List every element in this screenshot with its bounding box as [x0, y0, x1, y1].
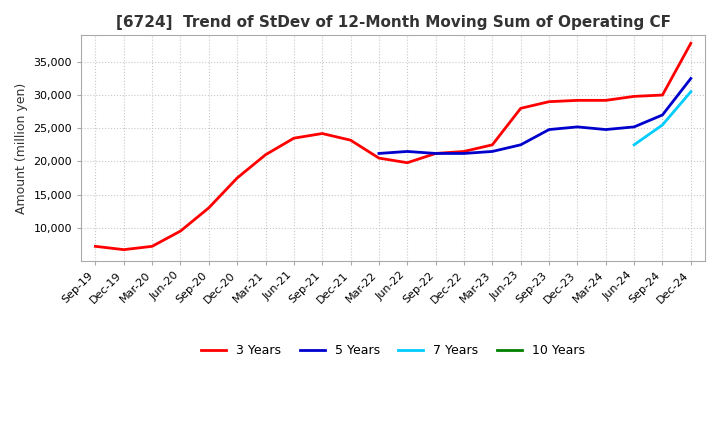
Title: [6724]  Trend of StDev of 12-Month Moving Sum of Operating CF: [6724] Trend of StDev of 12-Month Moving… [116, 15, 670, 30]
5 Years [630, 124, 639, 129]
3 Years [516, 106, 525, 111]
3 Years [233, 176, 241, 181]
7 Years [658, 122, 667, 128]
Line: 5 Years: 5 Years [379, 78, 690, 154]
3 Years [374, 155, 383, 161]
3 Years [91, 244, 99, 249]
3 Years [318, 131, 327, 136]
3 Years [488, 142, 497, 147]
5 Years [658, 112, 667, 117]
3 Years [148, 244, 156, 249]
5 Years [459, 151, 468, 156]
3 Years [120, 247, 128, 252]
3 Years [545, 99, 554, 104]
3 Years [261, 152, 270, 158]
5 Years [601, 127, 610, 132]
5 Years [488, 149, 497, 154]
5 Years [545, 127, 554, 132]
5 Years [516, 142, 525, 147]
7 Years [686, 89, 695, 94]
Line: 7 Years: 7 Years [634, 92, 690, 145]
3 Years [601, 98, 610, 103]
3 Years [630, 94, 639, 99]
7 Years [630, 142, 639, 147]
3 Years [431, 151, 440, 156]
3 Years [658, 92, 667, 98]
3 Years [686, 40, 695, 46]
Legend: 3 Years, 5 Years, 7 Years, 10 Years: 3 Years, 5 Years, 7 Years, 10 Years [196, 339, 590, 363]
3 Years [346, 138, 355, 143]
3 Years [204, 205, 213, 210]
3 Years [176, 228, 185, 234]
5 Years [573, 124, 582, 129]
5 Years [403, 149, 412, 154]
Line: 3 Years: 3 Years [95, 43, 690, 249]
5 Years [431, 151, 440, 156]
3 Years [573, 98, 582, 103]
5 Years [374, 151, 383, 156]
Y-axis label: Amount (million yen): Amount (million yen) [15, 83, 28, 214]
3 Years [289, 136, 298, 141]
5 Years [686, 76, 695, 81]
3 Years [403, 160, 412, 165]
3 Years [459, 149, 468, 154]
